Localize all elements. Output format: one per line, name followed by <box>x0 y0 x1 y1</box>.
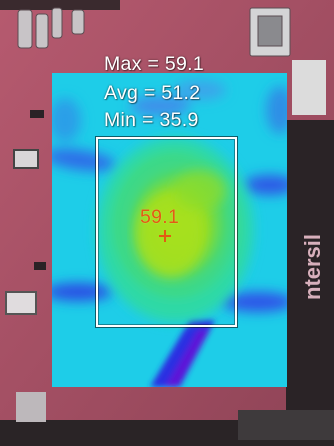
board-dark-top <box>0 0 120 10</box>
svg-text:ntersil: ntersil <box>300 234 325 300</box>
hotspot-temperature-label: 59.1 <box>140 206 180 228</box>
measurement-region-box[interactable] <box>96 137 237 327</box>
avg-temperature-label: Avg = 51.2 <box>104 82 201 104</box>
min-temperature-label: Min = 35.9 <box>104 109 199 131</box>
left-components <box>5 110 46 315</box>
bottom-heatsink <box>238 410 334 440</box>
hotspot-crosshair-icon <box>159 230 171 242</box>
ic-chip <box>286 120 334 420</box>
ic-lead-strip <box>292 60 326 115</box>
max-temperature-label: Max = 59.1 <box>104 53 205 75</box>
metal-components <box>17 7 291 57</box>
bottom-left-part <box>16 392 46 422</box>
chip-marking: ntersil <box>300 234 325 300</box>
thermal-image <box>52 73 287 387</box>
